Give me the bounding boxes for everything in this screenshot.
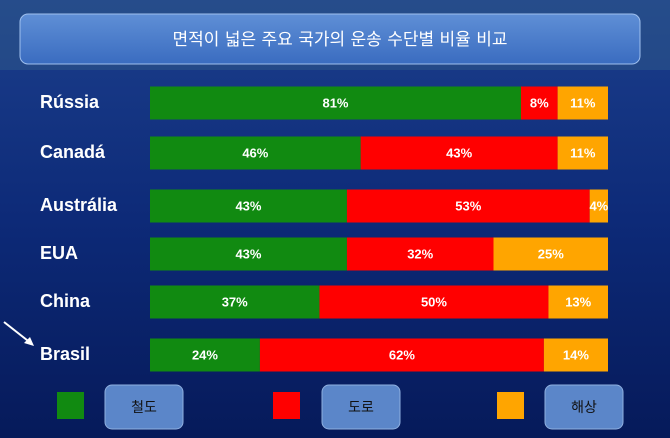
category-label: Brasil: [40, 344, 90, 364]
category-label: China: [40, 291, 91, 311]
value-label: 43%: [235, 246, 261, 261]
bar-segment: [557, 86, 608, 120]
value-label: 43%: [446, 145, 472, 160]
bar-segment: [346, 189, 590, 223]
legend-button[interactable]: [544, 384, 624, 430]
title-box: [19, 13, 641, 65]
value-label: 8%: [530, 95, 549, 110]
legend-swatch: [497, 392, 524, 419]
category-label: EUA: [40, 243, 78, 263]
bar-segment: [259, 338, 544, 372]
legend-label[interactable]: 해상: [571, 400, 597, 416]
value-label: 43%: [235, 198, 261, 213]
legend-button[interactable]: [104, 384, 184, 430]
bar-segment: [589, 189, 608, 223]
chart-title: 면적이 넓은 주요 국가의 운송 수단별 비율 비교: [173, 30, 508, 50]
bar-segment: [319, 285, 549, 319]
pointer-arrowhead: [24, 337, 34, 346]
bar-segment: [493, 237, 608, 271]
category-label: Rússia: [40, 92, 100, 112]
bar-segment: [150, 237, 347, 271]
bar-segment: [150, 86, 521, 120]
legend-label[interactable]: 도로: [348, 400, 374, 416]
bar-segment: [360, 136, 558, 170]
legend-button[interactable]: [321, 384, 401, 430]
value-label: 46%: [242, 145, 268, 160]
bar-segment: [543, 338, 608, 372]
value-label: 13%: [565, 294, 591, 309]
bar-segment: [557, 136, 608, 170]
value-label: 11%: [570, 145, 596, 160]
bar-segment: [346, 237, 494, 271]
value-label: 4%: [589, 198, 608, 213]
value-label: 11%: [570, 95, 596, 110]
bar-segment: [548, 285, 608, 319]
bar-segment: [150, 189, 347, 223]
value-label: 14%: [563, 347, 589, 362]
category-label: Austrália: [40, 195, 118, 215]
bar-segment: [150, 136, 361, 170]
category-label: Canadá: [40, 142, 106, 162]
value-label: 53%: [455, 198, 481, 213]
value-label: 37%: [222, 294, 248, 309]
value-label: 25%: [538, 246, 564, 261]
value-label: 62%: [389, 347, 415, 362]
value-label: 50%: [421, 294, 447, 309]
bar-segment: [150, 338, 260, 372]
value-label: 81%: [322, 95, 348, 110]
bar-segment: [520, 86, 558, 120]
value-label: 24%: [192, 347, 218, 362]
legend-swatch: [273, 392, 300, 419]
legend-label[interactable]: 철도: [131, 400, 157, 416]
value-label: 32%: [407, 246, 433, 261]
bar-segment: [150, 285, 320, 319]
legend-swatch: [57, 392, 84, 419]
